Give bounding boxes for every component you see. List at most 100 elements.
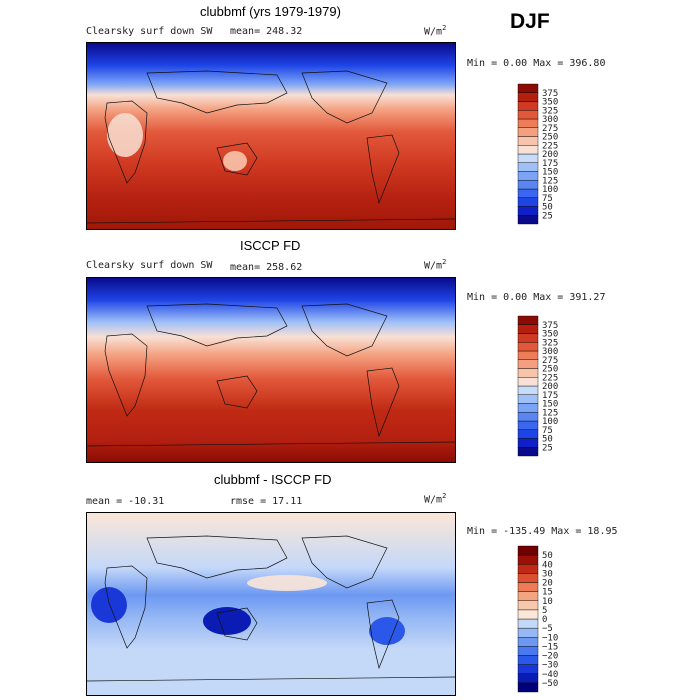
colorbar-swatch <box>517 359 539 369</box>
colorbar-tick-label: 225 <box>542 373 558 383</box>
colorbar-tick-label: 325 <box>542 106 558 116</box>
panel1-colorbar: 2550751001251501752002252502753003253503… <box>517 83 558 225</box>
colorbar-tick-label: 20 <box>542 579 553 589</box>
colorbar-swatch <box>517 136 539 146</box>
colorbar-swatch <box>517 627 539 638</box>
colorbar-swatch <box>517 92 539 102</box>
panel3-map <box>86 512 456 696</box>
panel2-units: W/m2 <box>424 258 447 272</box>
panel1-map <box>86 42 456 230</box>
colorbar-swatch <box>517 145 539 155</box>
colorbar-swatch <box>517 609 539 620</box>
panel3-rmse: rmse = 17.11 <box>230 496 303 507</box>
colorbar-tick-label: −40 <box>542 670 558 680</box>
colorbar-swatch <box>517 324 539 334</box>
panel3-units: W/m2 <box>424 492 447 506</box>
panel1-mean: mean= 248.32 <box>230 26 303 37</box>
panel1-units: W/m2 <box>424 24 447 38</box>
colorbar-tick-label: 75 <box>542 194 553 204</box>
colorbar-tick-label: 15 <box>542 588 553 598</box>
colorbar-tick-label: 40 <box>542 560 553 570</box>
panel2-minmax: Min = 0.00 Max = 391.27 <box>467 292 606 303</box>
colorbar-swatch <box>517 545 539 556</box>
colorbar-tick-label: 25 <box>542 443 553 453</box>
colorbar-tick-label: 25 <box>542 211 553 221</box>
colorbar-tick-label: 125 <box>542 176 558 186</box>
colorbar-swatch <box>517 368 539 378</box>
colorbar-tick-label: 100 <box>542 185 558 195</box>
colorbar-swatch <box>517 385 539 395</box>
colorbar-swatch <box>517 600 539 611</box>
panel3-coastlines <box>87 535 455 682</box>
panel1-africa-light <box>107 113 143 157</box>
colorbar-swatch <box>517 582 539 592</box>
colorbar-tick-label: −20 <box>542 652 558 662</box>
colorbar-swatch <box>517 350 539 360</box>
colorbar-swatch <box>517 83 539 93</box>
colorbar-swatch <box>517 438 539 448</box>
colorbar-swatch <box>517 197 539 207</box>
colorbar-tick-label: 75 <box>542 426 553 436</box>
colorbar-swatch <box>517 673 539 684</box>
colorbar-tick-label: −10 <box>542 633 558 643</box>
colorbar-swatch <box>517 377 539 387</box>
colorbar-swatch <box>517 162 539 172</box>
colorbar-tick-label: 175 <box>542 159 558 169</box>
colorbar-swatch <box>517 180 539 190</box>
colorbar-tick-label: 325 <box>542 338 558 348</box>
colorbar-tick-label: 200 <box>542 382 558 392</box>
colorbar-tick-label: 350 <box>542 98 558 108</box>
colorbar-swatch <box>517 646 539 656</box>
panel3-atlantic-low <box>91 587 127 623</box>
colorbar-tick-label: 375 <box>542 321 558 331</box>
panel3-minmax: Min = -135.49 Max = 18.95 <box>467 526 618 537</box>
colorbar-tick-label: 350 <box>542 330 558 340</box>
colorbar-tick-label: 275 <box>542 356 558 366</box>
panel1-map-svg <box>87 43 455 229</box>
colorbar-tick-label: 150 <box>542 168 558 178</box>
panel2-colorbar: 2550751001251501752002252502753003253503… <box>517 315 558 457</box>
season-label: DJF <box>510 10 550 33</box>
panel2-variable: Clearsky surf down SW <box>86 260 213 271</box>
colorbar-swatch <box>517 394 539 404</box>
colorbar-swatch <box>517 591 539 601</box>
panel1-coastlines <box>87 70 455 224</box>
colorbar-tick-label: 30 <box>542 569 553 579</box>
colorbar-swatch <box>517 153 539 163</box>
colorbar-swatch <box>517 127 539 137</box>
panel2-mean: mean= 258.62 <box>230 262 303 273</box>
colorbar-tick-label: 375 <box>542 89 558 99</box>
panel2-field <box>87 278 455 462</box>
colorbar-tick-label: 200 <box>542 150 558 160</box>
colorbar-tick-label: −50 <box>542 679 558 689</box>
panel1-variable: Clearsky surf down SW <box>86 26 213 37</box>
colorbar-tick-label: 250 <box>542 133 558 143</box>
panel3-title: clubbmf - ISCCP FD <box>214 472 332 487</box>
panel3-pacific-pos <box>247 575 327 591</box>
colorbar-swatch <box>517 188 539 198</box>
colorbar-swatch <box>517 682 539 693</box>
panel2-map-svg <box>87 278 455 462</box>
colorbar-swatch <box>517 110 539 120</box>
colorbar-swatch <box>517 420 539 430</box>
colorbar-swatch <box>517 412 539 422</box>
panel1-minmax: Min = 0.00 Max = 396.80 <box>467 58 606 69</box>
panel3-mean: mean = -10.31 <box>86 496 165 507</box>
colorbar-swatch <box>517 333 539 343</box>
colorbar-swatch <box>517 564 539 574</box>
panel3-field <box>87 513 455 695</box>
panel2-title: ISCCP FD <box>240 238 301 253</box>
panel3-australia-low <box>203 607 251 635</box>
panel2-map <box>86 277 456 463</box>
colorbar-tick-label: 300 <box>542 347 558 357</box>
colorbar-tick-label: 50 <box>542 551 553 561</box>
colorbar-swatch <box>517 342 539 352</box>
colorbar-tick-label: −5 <box>542 624 553 634</box>
colorbar-tick-label: −30 <box>542 661 558 671</box>
colorbar-tick-label: 225 <box>542 141 558 151</box>
colorbar-swatch <box>517 118 539 128</box>
colorbar-swatch <box>517 637 539 647</box>
panel1-field <box>87 43 455 229</box>
colorbar-swatch <box>517 664 539 674</box>
